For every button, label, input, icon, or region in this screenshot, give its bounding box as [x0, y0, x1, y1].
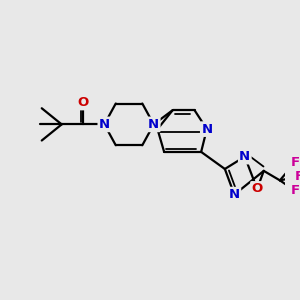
Text: F: F	[294, 170, 300, 183]
Text: N: N	[201, 123, 212, 136]
Text: F: F	[290, 156, 300, 169]
Text: N: N	[239, 150, 250, 163]
Text: N: N	[148, 118, 159, 131]
Text: O: O	[78, 96, 89, 109]
Text: N: N	[99, 118, 110, 131]
Text: O: O	[251, 182, 263, 195]
Text: N: N	[229, 188, 240, 201]
Text: F: F	[290, 184, 300, 197]
